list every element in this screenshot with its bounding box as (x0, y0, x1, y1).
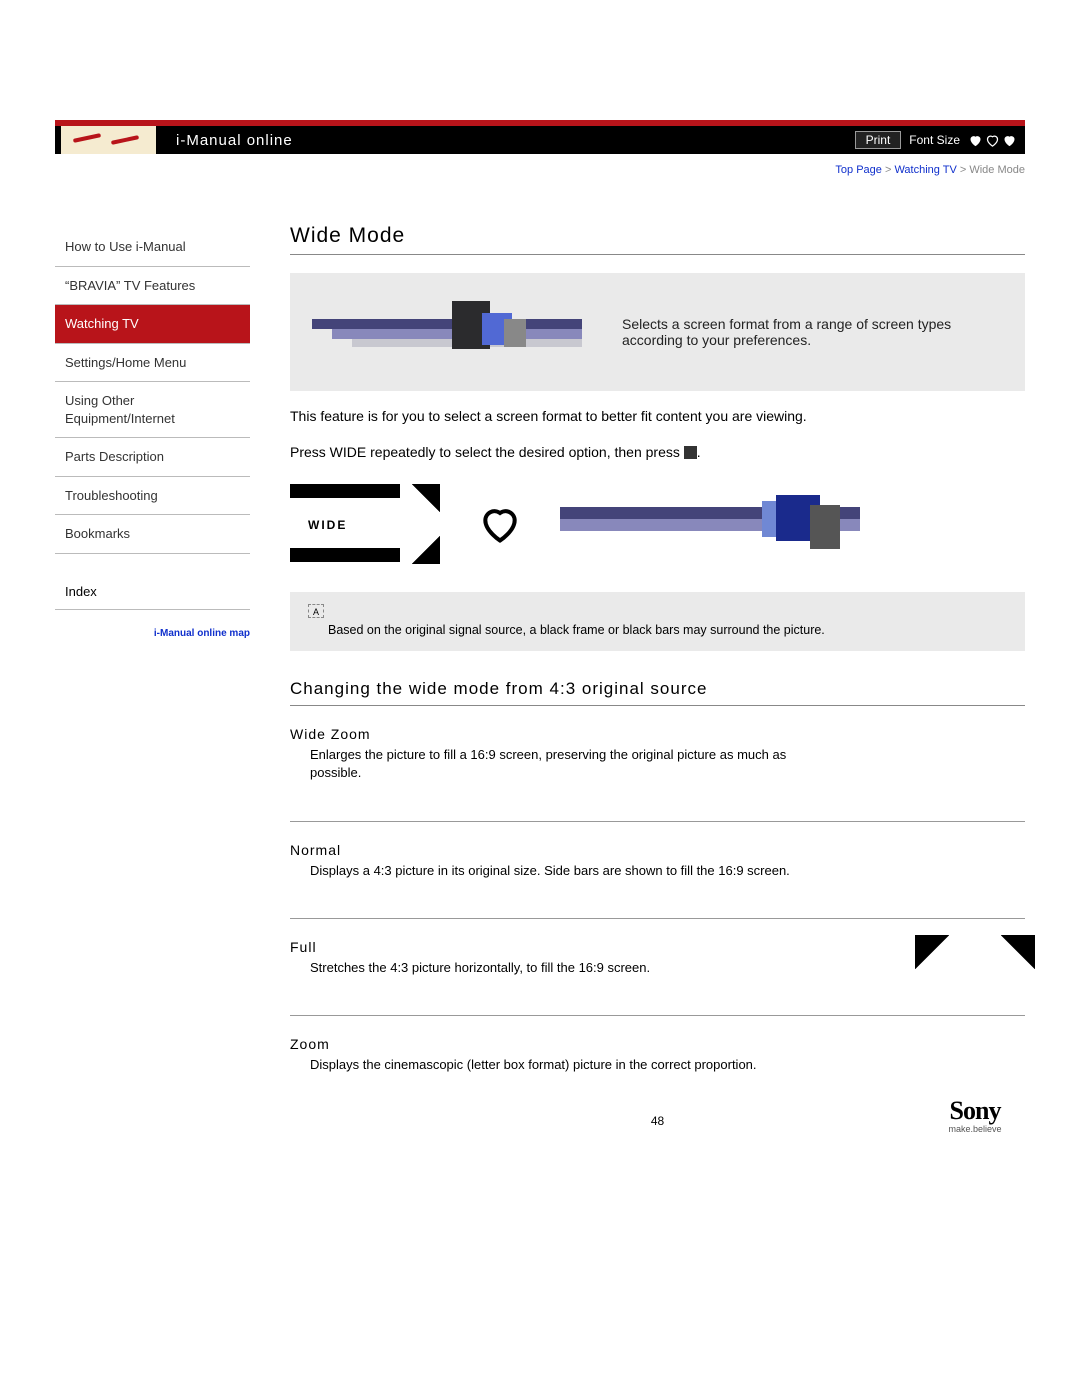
header-title: i-Manual online (176, 132, 293, 149)
mode-name: Normal (290, 842, 1025, 858)
wide-button-label: WIDE (308, 518, 347, 532)
breadcrumb-top[interactable]: Top Page (835, 164, 881, 176)
sidebar-item-5[interactable]: Parts Description (55, 438, 250, 477)
sony-brand: Sony (915, 1096, 1035, 1126)
sidebar-index[interactable]: Index (55, 574, 250, 610)
mode-full: FullStretches the 4:3 picture horizontal… (290, 939, 1025, 977)
divider (290, 705, 1025, 706)
hero-box: Selects a screen format from a range of … (290, 273, 1025, 391)
sidebar-item-2[interactable]: Watching TV (55, 305, 250, 344)
mode-desc: Displays the cinemascopic (letter box fo… (310, 1056, 810, 1074)
divider (290, 254, 1025, 255)
divider (290, 821, 1025, 822)
sidebar-item-3[interactable]: Settings/Home Menu (55, 344, 250, 383)
sony-tagline: make.believe (915, 1124, 1035, 1134)
mode-normal: Normal Displays a 4:3 picture in its orig… (290, 842, 1025, 880)
mode-desc: Enlarges the picture to fill a 16:9 scre… (310, 746, 810, 782)
sidebar-item-6[interactable]: Troubleshooting (55, 477, 250, 516)
main-content: Wide Mode Selects a screen format from a… (290, 194, 1025, 1128)
breadcrumb-leaf: Wide Mode (969, 164, 1025, 176)
hero-text: Selects a screen format from a range of … (622, 316, 1003, 348)
sidebar-item-4[interactable]: Using Other Equipment/Internet (55, 382, 250, 438)
intro-1: This feature is for you to select a scre… (290, 407, 1025, 427)
note-bullet: A (308, 604, 324, 618)
full-corners-graphic (915, 935, 1035, 985)
remote-wide-button: WIDE (290, 484, 440, 564)
font-size-label: Font Size (909, 133, 960, 147)
page-title: Wide Mode (290, 224, 1025, 248)
font-size-small-icon[interactable] (968, 133, 983, 148)
font-size-medium-icon[interactable] (985, 133, 1000, 148)
mode-wide-zoom: Wide Zoom Enlarges the picture to fill a … (290, 726, 1025, 782)
breadcrumb-mid[interactable]: Watching TV (894, 164, 956, 176)
mode-zoom: Zoom Displays the cinemascopic (letter bo… (290, 1036, 1025, 1074)
mode-name: Wide Zoom (290, 726, 1025, 742)
sidebar: How to Use i-Manual“BRAVIA” TV FeaturesW… (55, 228, 250, 1128)
font-size-icons[interactable] (968, 133, 1017, 148)
plus-button-icon (684, 446, 697, 459)
tv-graphic (560, 495, 860, 553)
sony-logo: Sonymake.believe (915, 1096, 1035, 1134)
sidebar-item-0[interactable]: How to Use i-Manual (55, 228, 250, 267)
note-text: Based on the original signal source, a b… (328, 623, 1007, 637)
top-bar: i-Manual online Print Font Size (55, 120, 1025, 154)
mode-desc: Displays a 4:3 picture in its original s… (310, 862, 810, 880)
bravia-logo (61, 126, 156, 154)
print-button[interactable]: Print (855, 131, 902, 149)
sidebar-item-7[interactable]: Bookmarks (55, 515, 250, 554)
divider (290, 918, 1025, 919)
divider (290, 1015, 1025, 1016)
sidebar-item-1[interactable]: “BRAVIA” TV Features (55, 267, 250, 306)
breadcrumb: Top Page > Watching TV > Wide Mode (55, 164, 1025, 176)
map-link[interactable]: i-Manual online map (55, 628, 250, 639)
note-box: A Based on the original signal source, a… (290, 592, 1025, 651)
intro-2: Press WIDE repeatedly to select the desi… (290, 443, 1025, 463)
subheading: Changing the wide mode from 4:3 original… (290, 679, 1025, 699)
mode-name: Zoom (290, 1036, 1025, 1052)
hero-graphic (312, 301, 592, 363)
instruction-graphics: WIDE (290, 484, 1025, 564)
mode-desc: Stretches the 4:3 picture horizontally, … (310, 959, 810, 977)
font-size-large-icon[interactable] (1002, 133, 1017, 148)
heart-icon (478, 502, 522, 546)
